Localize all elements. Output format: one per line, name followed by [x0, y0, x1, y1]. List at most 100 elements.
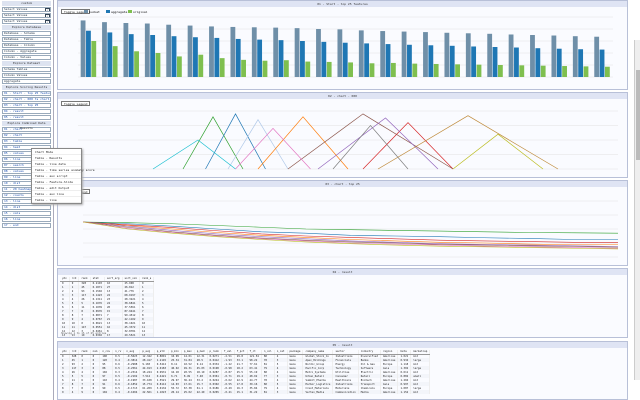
sidebar-item-dataset-2[interactable]: Aggregate	[2, 79, 51, 84]
column-header[interactable]: rank	[78, 350, 91, 355]
column-header[interactable]: ydx	[60, 350, 70, 355]
column-header[interactable]: n_cov	[99, 350, 114, 355]
table-row[interactable]: 8 8 7 0.0871 7 99.4512 8	[60, 313, 155, 317]
table-row[interactable]: 1 1 45 0.1871 27 26.812 1	[60, 285, 155, 289]
sidebar-link-combined-2[interactable]: 03 - table	[2, 139, 51, 144]
column-header[interactable]: sector	[332, 350, 359, 355]
column-header[interactable]: sort_val	[122, 277, 140, 282]
column-header[interactable]: stat	[90, 277, 106, 282]
menu-item-5[interactable]: Table - Feature-Slide	[32, 179, 81, 185]
scrollbar-thumb[interactable]	[636, 70, 640, 160]
sidebar-link-scoring-0[interactable]: 01 - Start - top 25 features	[2, 91, 51, 96]
sidebar-link-combined-14[interactable]: 15 - vals	[2, 211, 51, 216]
column-header[interactable]: rank	[78, 277, 91, 282]
sidebar-link-scoring-4[interactable]: 05 - result	[2, 115, 51, 120]
menu-item-8[interactable]: Table - line	[32, 197, 81, 203]
checkbox-icon[interactable]: ✓	[45, 7, 50, 12]
column-header[interactable]: p_std	[154, 350, 170, 355]
column-header[interactable]: f_pct	[234, 350, 248, 355]
table-row[interactable]: 5 5 5 0.1076 24 38.6841 5	[60, 301, 155, 305]
table-row[interactable]: 12 12 3 0.0461 8 32.8781 12	[60, 329, 155, 333]
select-values-1[interactable]: Select Values ✓	[2, 7, 51, 12]
column-header[interactable]: f_ct	[247, 350, 262, 355]
sidebar-item-database-4[interactable]: Column - Values	[2, 55, 51, 60]
column-header[interactable]: marketcap	[410, 350, 431, 355]
table-row[interactable]: 0 0 328 0.2193 10 25.008 0	[60, 281, 155, 285]
table-row[interactable]: 10 10 0 0.0621 13 38.1021 10	[60, 321, 155, 325]
column-header[interactable]: f_val	[221, 350, 235, 355]
select-values-3[interactable]: Select Values ✓	[2, 19, 51, 24]
sidebar-item-database-2[interactable]: Database - Column	[2, 43, 51, 48]
sidebar-link-combined-16[interactable]: 17 - end	[2, 223, 51, 228]
table-cell: Harbor_Logistics	[302, 382, 334, 386]
column-header[interactable]: rcd	[69, 277, 80, 282]
table-row[interactable]: 2 2 93 0.1502 13 41.776 2	[60, 289, 155, 293]
column-header[interactable]: n_rv	[112, 350, 125, 355]
menu-item-4[interactable]: Table - aux script	[32, 173, 81, 179]
menu-item-3[interactable]: Table - time series anomaly score	[32, 167, 95, 173]
column-header[interactable]: ydx	[60, 277, 70, 282]
column-header[interactable]: n_avg	[123, 350, 141, 355]
column-header[interactable]: p_rank	[207, 350, 222, 355]
table-row[interactable]: 6 6 11 0.1039 20 37.5561 6	[60, 305, 155, 309]
table-row[interactable]: 6 11 6 0 110 0.4 -0.1987 33.108 1.5521 29.97 36.44…	[60, 378, 431, 382]
sidebar-item-dataset-1[interactable]: Column Values	[2, 73, 51, 78]
sidebar-link-combined-0[interactable]: 01 - chart	[2, 127, 51, 132]
sidebar-link-combined-13[interactable]: 14 - dist	[2, 205, 51, 210]
menu-item-1[interactable]: Table - Results	[32, 155, 81, 161]
sidebar-item-database-1[interactable]: Database - Table	[2, 37, 51, 42]
table-row[interactable]: 9 9 4 0.0767 21 42.1102 9	[60, 317, 155, 321]
sidebar-link-scoring-3[interactable]: 04 - result	[2, 109, 51, 114]
sidebar-link-combined-1[interactable]: 02 - chart	[2, 133, 51, 138]
column-header[interactable]: rank_s	[139, 277, 155, 282]
column-header[interactable]: num	[90, 350, 101, 355]
column-header[interactable]: region	[380, 350, 399, 355]
sidebar-item-dataset-0[interactable]: Schema Tables	[2, 67, 51, 72]
menu-item-2[interactable]: Table - line data	[32, 161, 81, 167]
table-row[interactable]: 0 328 0 0 100 0.5 -0.5023 12.342 0.8891 10.99 14.0…	[60, 354, 431, 358]
menu-item-0[interactable]: Chart Mode	[32, 149, 81, 155]
table-row[interactable]: 3 117 3 0 88 0.5 -0.2561 44.913 2.0183 40.02 49.31…	[60, 366, 431, 370]
column-header[interactable]: beta	[397, 350, 412, 355]
toggle-legend-button[interactable]: Toggle Legend	[61, 9, 91, 14]
column-header[interactable]: p_avg	[139, 350, 155, 355]
column-header[interactable]: p_med	[194, 350, 208, 355]
table-row[interactable]: 13 13 10 0.0302 17 29.5521 13	[60, 333, 155, 337]
column-header[interactable]: package	[287, 350, 304, 355]
column-header[interactable]: rcd	[69, 350, 80, 355]
table-row[interactable]: 1 45 1 0 120 0.4 -0.3814 28.417 1.2145 25.34 31.84…	[60, 358, 431, 362]
menu-item-7[interactable]: Table - aux line	[32, 191, 81, 197]
table-row[interactable]: 7 7 8 0.0976 15 87.9441 7	[60, 309, 155, 313]
table-row[interactable]: 8 7 8 0 99 0.5 -0.1713 61.209 3.0134 55.72 67.38 61…	[60, 386, 431, 390]
table-row[interactable]: 4 4 26 0.1311 23 28.3221 4	[60, 297, 155, 301]
column-header[interactable]: p_max	[181, 350, 195, 355]
table-row[interactable]: 2 93 2 0 95 0.6 -0.2988 9.183 0.5412 8.11 10.52 9.1…	[60, 362, 431, 366]
scrollbar[interactable]	[634, 40, 640, 380]
column-header[interactable]: p_min	[168, 350, 182, 355]
table-row[interactable]: 4 26 4 0 102 0.3 -0.2314 18.244 0.9931 16.18 20.55…	[60, 370, 431, 374]
sidebar-link-combined-3[interactable]: 04 - heat	[2, 145, 51, 150]
table-row[interactable]: 5 5 5 0 97 0.5 -0.2102 7.512 0.4421 6.71 8.49 7.48 0…	[60, 374, 431, 378]
sidebar-link-combined-15[interactable]: 16 - line	[2, 217, 51, 222]
sidebar-link-scoring-1[interactable]: 02 - chart - 000 ts chart.	[2, 97, 51, 102]
table-cell: 3	[69, 293, 80, 297]
checkbox-icon[interactable]: ✓	[45, 19, 50, 24]
table-row[interactable]: 11 11 147 0.0551 16 45.3372 11	[60, 325, 155, 329]
sidebar-item-database-3[interactable]: Column - Aggregate	[2, 49, 51, 54]
column-header[interactable]: n_cat	[274, 350, 288, 355]
column-header[interactable]: company_name	[302, 350, 334, 355]
sidebar-link-scoring-2[interactable]: 03 - chart - top 25	[2, 103, 51, 108]
table-cell: 0.0244	[207, 378, 222, 382]
table-row[interactable]: 3 3 117 0.1423 22 68.0197 3	[60, 293, 155, 297]
checkbox-icon[interactable]: ✓	[45, 13, 50, 18]
sidebar-item-database-0[interactable]: Database - Schema	[2, 31, 51, 36]
table-row[interactable]: 9 4 9 0 104 0.4 -0.1604 22.561 1.1023 20.14 25.02 2…	[60, 390, 431, 394]
table-cell: 18.2	[234, 366, 248, 370]
select-values-2[interactable]: Select Values ✓	[2, 13, 51, 18]
column-header[interactable]: sort_arg	[104, 277, 123, 282]
column-header[interactable]: industry	[358, 350, 381, 355]
menu-item-6[interactable]: Table - edit Output	[32, 185, 81, 191]
column-header[interactable]: n_col	[261, 350, 275, 355]
toggle-legend-button[interactable]: Toggle Legend	[61, 101, 91, 106]
table-row[interactable]: 7 8 7 0 91 0.6 -0.1852 15.774 0.8112 14.03 17.61 15…	[60, 382, 431, 386]
